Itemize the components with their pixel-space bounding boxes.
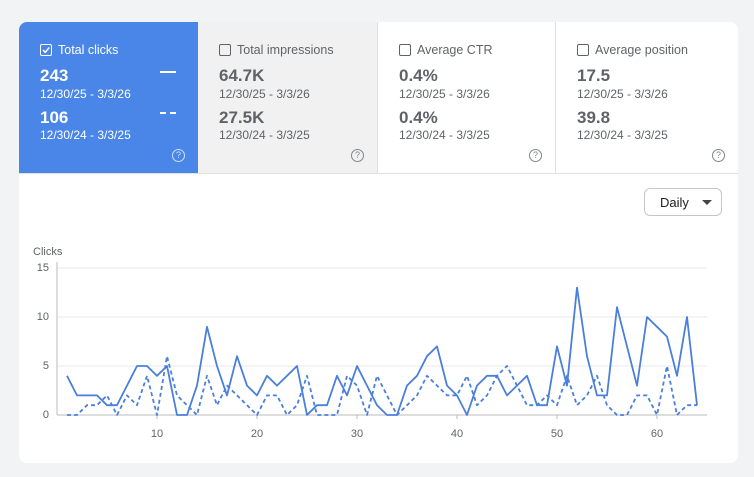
current-range: 12/30/25 - 3/3/26: [219, 87, 310, 101]
series-line: [67, 355, 697, 416]
current-range: 12/30/25 - 3/3/26: [40, 87, 131, 101]
solid-indicator: [160, 71, 176, 73]
x-tick-label: 50: [551, 428, 563, 440]
y-tick-label: 5: [43, 360, 49, 372]
dropdown-arrow: [702, 200, 712, 205]
previous-value: 106: [40, 108, 69, 127]
label-text: Total impressions: [237, 43, 334, 57]
card-label[interactable]: Average position: [577, 43, 688, 57]
granularity-dropdown[interactable]: Daily: [644, 188, 722, 216]
y-tick-label: 10: [37, 311, 49, 323]
card-label[interactable]: Total impressions: [219, 43, 334, 57]
previous-range: 12/30/24 - 3/3/25: [219, 128, 310, 142]
help-icon[interactable]: ?: [712, 149, 725, 162]
x-tick-label: 30: [351, 428, 363, 440]
help-icon[interactable]: ?: [172, 149, 185, 162]
previous-range: 12/30/24 - 3/3/25: [399, 128, 490, 142]
label-text: Average position: [595, 43, 688, 57]
previous-value: 27.5K: [219, 108, 265, 127]
help-icon[interactable]: ?: [351, 149, 364, 162]
current-value: 17.5: [577, 66, 611, 85]
previous-range: 12/30/24 - 3/3/25: [40, 128, 131, 142]
performance-panel: Total clicks 243 12/30/25 - 3/3/26 106 1…: [19, 22, 738, 463]
x-tick-label: 40: [451, 428, 463, 440]
checkbox[interactable]: [219, 44, 231, 56]
card-label[interactable]: Total clicks: [40, 43, 118, 57]
y-tick-label: 0: [43, 409, 49, 421]
current-value: 243: [40, 66, 69, 85]
metric-card[interactable]: Average position 17.5 12/30/25 - 3/3/26 …: [556, 22, 738, 174]
x-tick-label: 20: [251, 428, 263, 440]
metric-card[interactable]: Total impressions 64.7K 12/30/25 - 3/3/2…: [198, 22, 377, 174]
current-value: 0.4%: [399, 66, 438, 85]
checkbox[interactable]: [399, 44, 411, 56]
checkbox[interactable]: [40, 44, 52, 56]
x-tick-label: 60: [651, 428, 663, 440]
dropdown-text: Daily: [660, 194, 689, 210]
card-label[interactable]: Average CTR: [399, 43, 493, 57]
previous-value: 39.8: [577, 108, 611, 127]
help-icon[interactable]: ?: [529, 149, 542, 162]
y-tick-label: 15: [37, 262, 49, 274]
checkbox[interactable]: [577, 44, 589, 56]
dashed-indicator: [160, 112, 176, 114]
check: [42, 47, 50, 54]
previous-value: 0.4%: [399, 108, 438, 127]
x-tick-label: 10: [151, 428, 163, 440]
current-value: 64.7K: [219, 66, 265, 85]
label-text: Total clicks: [58, 43, 119, 57]
current-range: 12/30/25 - 3/3/26: [399, 87, 490, 101]
label-text: Average CTR: [417, 43, 493, 57]
y-axis-label: Clicks: [33, 246, 63, 258]
current-range: 12/30/25 - 3/3/26: [577, 87, 668, 101]
previous-range: 12/30/24 - 3/3/25: [577, 128, 668, 142]
metric-card[interactable]: Total clicks 243 12/30/25 - 3/3/26 106 1…: [19, 22, 198, 174]
series-line: [66, 286, 698, 416]
metric-card[interactable]: Average CTR 0.4% 12/30/25 - 3/3/26 0.4% …: [377, 22, 556, 174]
